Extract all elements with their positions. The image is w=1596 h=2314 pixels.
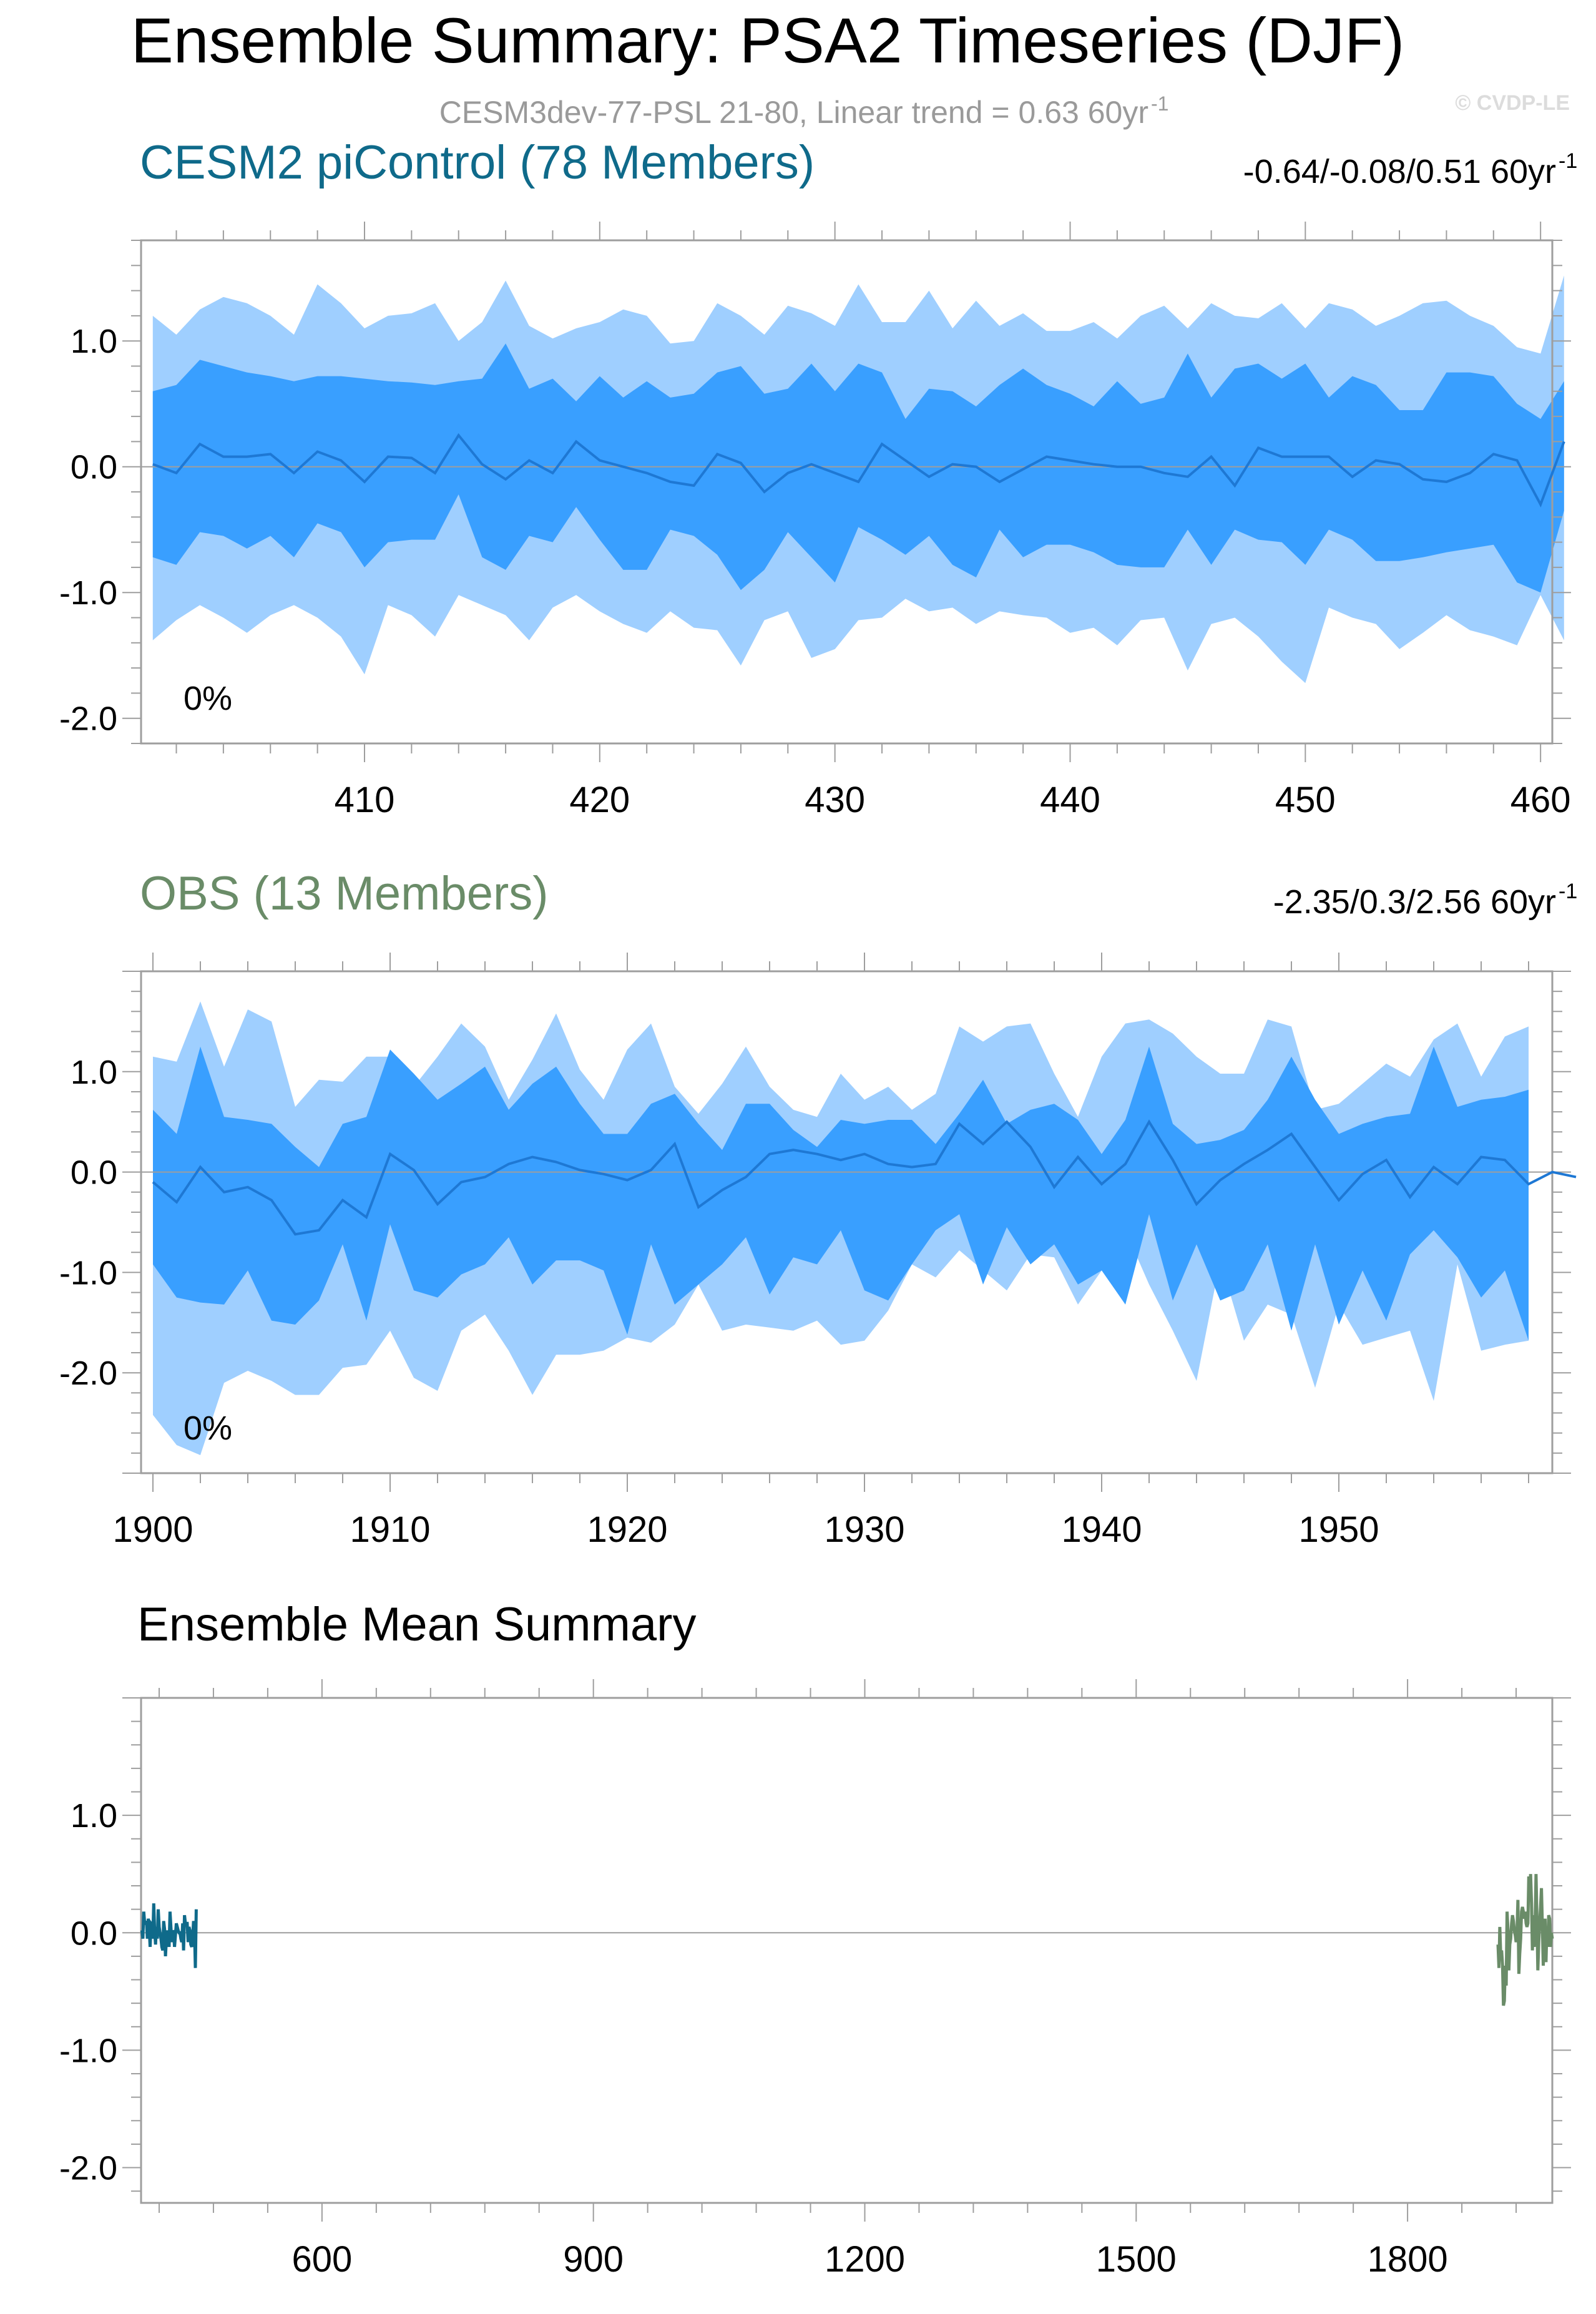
obs-ytick-label: -2.0 — [59, 1355, 117, 1392]
cesm-ytick-label: 0.0 — [71, 449, 117, 486]
cesm-ytick-label: 1.0 — [71, 323, 117, 360]
cesm-ytick-label: -2.0 — [59, 700, 117, 738]
summary-panel-title: Ensemble Mean Summary — [137, 1598, 696, 1651]
obs-xtick-label: 1940 — [1061, 1509, 1142, 1550]
summary-obs-mean-line — [1496, 1874, 1554, 2006]
obs-panel: OBS (13 Members) -2.35/0.3/2.56 60yr -1 … — [59, 867, 1577, 1550]
obs-ytick-label: 1.0 — [71, 1054, 117, 1091]
obs-inner-spread-band — [153, 1046, 1529, 1341]
cesm-inner-spread-band — [152, 343, 1564, 593]
cesm-percent-label: 0% — [184, 680, 232, 717]
obs-ensemble-mean-line — [152, 1119, 1577, 1236]
cesm-plot-area: 1.0 0.0 -1.0 -2.0 410 420 430 440 450 460 — [59, 222, 1571, 820]
obs-xtick-label: 1930 — [824, 1509, 904, 1550]
cesm-xtick-label: 420 — [569, 780, 630, 820]
cesm-xtick-label: 450 — [1275, 780, 1336, 820]
cesm-xtick-label: 460 — [1510, 780, 1571, 820]
obs-trend-superscript: -1 — [1559, 880, 1577, 903]
cesm-ensemble-mean-line — [152, 433, 1565, 507]
cesm-trend-superscript: -1 — [1559, 149, 1577, 173]
cesm-ytick-label: -1.0 — [59, 574, 117, 612]
summary-xtick-label: 1500 — [1096, 2239, 1177, 2280]
obs-ytick-label: -1.0 — [59, 1254, 117, 1292]
summary-ytick-label: 0.0 — [71, 1914, 117, 1952]
cesm-panel-title: CESM2 piControl (78 Members) — [140, 136, 815, 189]
obs-frame — [140, 970, 1554, 1474]
cesm-xtick-label: 430 — [805, 780, 865, 820]
summary-xtick-label: 1800 — [1368, 2239, 1448, 2280]
obs-xtick-label: 1900 — [112, 1509, 193, 1550]
summary-xtick-label: 900 — [563, 2239, 624, 2280]
cesm-panel: CESM2 piControl (78 Members) -0.64/-0.08… — [59, 136, 1577, 820]
obs-xtick-label: 1950 — [1298, 1509, 1379, 1550]
cesm-xtick-label: 410 — [335, 780, 395, 820]
figure-subtitle-superscript: -1 — [1151, 92, 1168, 115]
obs-ytick-label: 0.0 — [71, 1154, 117, 1192]
cesm-trend-text: -0.64/-0.08/0.51 60yr — [1243, 153, 1556, 190]
figure-subtitle: CESM3dev-77-PSL 21-80, Linear trend = 0.… — [439, 95, 1148, 130]
figure-title: Ensemble Summary: PSA2 Timeseries (DJF) — [131, 5, 1405, 76]
summary-xtick-label: 600 — [291, 2239, 352, 2280]
obs-xtick-label: 1920 — [587, 1509, 667, 1550]
summary-panel: Ensemble Mean Summary 1.0 0.0 -1.0 -2.0 600 9… — [59, 1598, 1571, 2280]
obs-percent-label: 0% — [184, 1409, 232, 1447]
summary-cesm-mean-line — [140, 1903, 198, 1968]
summary-xtick-label: 1200 — [825, 2239, 905, 2280]
obs-trend-text: -2.35/0.3/2.56 60yr — [1273, 883, 1556, 921]
summary-ytick-label: 1.0 — [71, 1797, 117, 1835]
obs-plot-area: 1.0 0.0 -1.0 -2.0 1900 1910 1920 1930 1940 1950 — [59, 953, 1577, 1550]
cesm-xtick-label: 440 — [1040, 780, 1100, 820]
summary-plot-area: 1.0 0.0 -1.0 -2.0 600 900 1200 1500 1800 — [59, 1679, 1571, 2280]
obs-panel-title: OBS (13 Members) — [140, 867, 549, 920]
watermark: © CVDP-LE — [1455, 91, 1570, 115]
summary-frame — [140, 1697, 1554, 2204]
obs-xtick-label: 1910 — [350, 1509, 430, 1550]
summary-ytick-label: -2.0 — [59, 2150, 117, 2187]
summary-ytick-label: -1.0 — [59, 2032, 117, 2069]
